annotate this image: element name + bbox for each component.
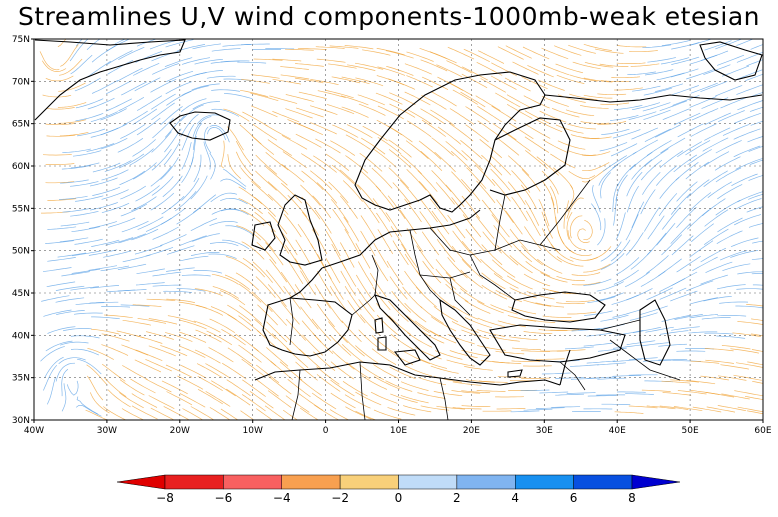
colorbar-tick-label: −4 [273, 491, 291, 505]
lon-tick-label: 40E [609, 426, 626, 436]
colorbar-tick-label: 0 [395, 491, 403, 505]
colorbar-swatch [456, 474, 516, 490]
lon-tick-label: 20W [170, 426, 190, 436]
lat-tick-label: 60N [12, 162, 30, 172]
lon-tick-label: 60E [754, 426, 771, 436]
colorbar-swatch [573, 474, 633, 490]
colorbar-swatch [223, 474, 282, 490]
lat-tick-label: 65N [12, 120, 30, 130]
lat-tick-label: 30N [12, 416, 30, 426]
colorbar-low-extend [116, 474, 166, 490]
colorbar: −8 −6 −4 −2 0 2 4 6 8 [116, 474, 681, 505]
lon-tick-label: 50E [682, 426, 699, 436]
colorbar-tick-label: −8 [156, 491, 174, 505]
lon-tick-label: 30W [97, 426, 117, 436]
longitude-tick-labels: 40W 30W 20W 10W 0 10E 20E 30E 40E 50E 60E [24, 426, 772, 436]
streamline-field [39, 39, 763, 420]
lat-lon-gridlines [34, 39, 763, 420]
lon-tick-label: 30E [536, 426, 553, 436]
colorbar-swatch [515, 474, 574, 490]
lon-tick-label: 40W [24, 426, 44, 436]
lat-tick-label: 45N [12, 289, 30, 299]
colorbar-tick-label: −2 [331, 491, 349, 505]
colorbar-swatch [281, 474, 341, 490]
colorbar-swatch [398, 474, 458, 490]
lat-tick-label: 70N [12, 77, 30, 87]
colorbar-tick-label: 8 [628, 491, 636, 505]
colorbar-swatch [164, 474, 224, 490]
axis-ticks [31, 38, 764, 423]
lon-tick-label: 10E [390, 426, 407, 436]
lat-tick-label: 75N [12, 35, 30, 45]
lon-tick-label: 10W [243, 426, 263, 436]
lat-tick-label: 50N [12, 247, 30, 257]
lon-tick-label: 20E [463, 426, 480, 436]
map-title: Streamlines U,V wind components-1000mb-w… [17, 2, 760, 31]
colorbar-swatch [339, 474, 399, 490]
coastlines [34, 39, 763, 386]
lat-tick-label: 40N [12, 331, 30, 341]
lon-tick-label: 0 [323, 426, 329, 436]
country-borders [289, 179, 681, 420]
colorbar-tick-label: −6 [215, 491, 233, 505]
colorbar-high-extend [631, 474, 681, 490]
colorbar-tick-label: 2 [453, 491, 461, 505]
lat-tick-label: 35N [12, 374, 30, 384]
lat-tick-label: 55N [12, 204, 30, 214]
colorbar-tick-label: 4 [511, 491, 519, 505]
latitude-tick-labels: 30N 35N 40N 45N 50N 55N 60N 65N 70N 75N [12, 35, 30, 426]
colorbar-tick-label: 6 [570, 491, 578, 505]
